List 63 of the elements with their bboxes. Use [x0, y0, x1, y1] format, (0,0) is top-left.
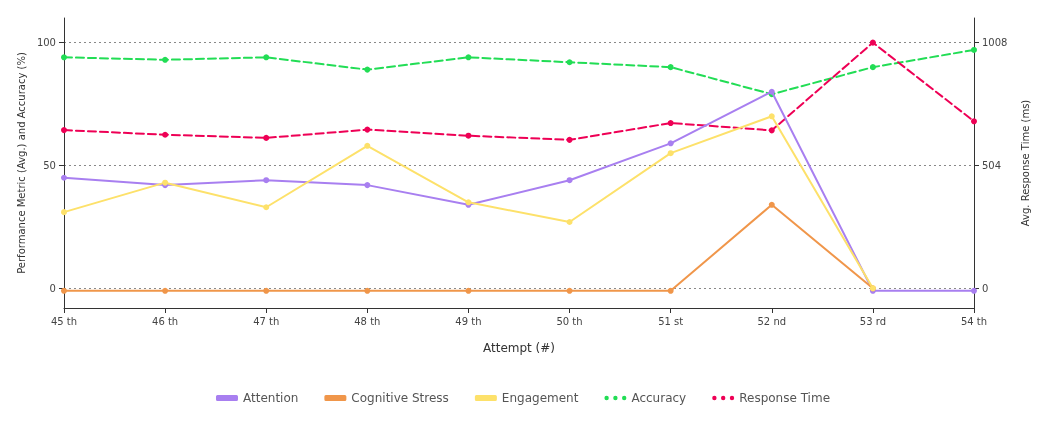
point — [162, 287, 169, 294]
x-tick-label: 54 th — [960, 315, 988, 327]
legend-label: Accuracy — [631, 391, 687, 405]
point — [667, 150, 674, 157]
point — [869, 39, 876, 46]
x-tick-label: 53 rd — [859, 315, 886, 327]
point — [971, 287, 977, 294]
legend-label: Engagement — [501, 391, 579, 405]
point — [465, 132, 472, 139]
point — [768, 113, 775, 120]
y2-tick-label: 0 — [982, 282, 989, 294]
y2-axis-title: Avg. Response Time (ms) — [1019, 99, 1031, 227]
point — [566, 218, 573, 225]
point — [263, 287, 270, 294]
x-tick-label: 46 th — [152, 315, 179, 327]
point — [566, 59, 573, 66]
y-tick-label: 0 — [49, 282, 56, 294]
point — [364, 287, 371, 294]
point — [768, 127, 775, 134]
point — [60, 127, 67, 134]
legend-label: Response Time — [739, 391, 831, 405]
y-tick-label: 100 — [36, 37, 56, 49]
point — [162, 56, 169, 63]
point — [667, 120, 674, 127]
point — [465, 287, 472, 294]
point — [566, 287, 573, 294]
point — [869, 64, 876, 71]
point — [667, 287, 674, 294]
point — [971, 118, 977, 125]
x-tick-label: 49 th — [455, 315, 482, 327]
legend-label: Attention — [242, 391, 299, 405]
y-axis-title: Performance Metric (Avg.) and Accuracy (%) — [15, 52, 27, 274]
point — [60, 209, 67, 216]
point — [971, 46, 977, 53]
point — [60, 287, 67, 294]
point — [60, 54, 67, 61]
point — [566, 177, 573, 184]
point — [263, 204, 270, 211]
legend-label: Cognitive Stress — [351, 391, 449, 405]
point — [667, 140, 674, 147]
x-tick-label: 45 th — [50, 315, 78, 327]
point — [263, 177, 270, 184]
point — [566, 136, 573, 143]
x-tick-label: 48 th — [354, 315, 381, 327]
point — [263, 134, 270, 141]
point — [667, 64, 674, 71]
x-axis-title: Attempt (#) — [482, 341, 556, 355]
point — [364, 66, 371, 73]
y2-tick-label: 504 — [982, 159, 1002, 171]
x-tick-label: 50 th — [556, 315, 583, 327]
x-tick-label: 51 st — [658, 315, 684, 327]
point — [60, 174, 67, 181]
y-tick-label: 50 — [43, 159, 56, 171]
x-tick-label: 52 nd — [757, 315, 787, 327]
point — [465, 54, 472, 61]
point — [768, 201, 775, 208]
y2-tick-label: 1008 — [982, 37, 1008, 49]
point — [364, 182, 371, 189]
point — [263, 54, 270, 61]
point — [162, 131, 169, 138]
x-tick-label: 47 th — [253, 315, 280, 327]
point — [364, 126, 371, 133]
point — [364, 142, 371, 149]
